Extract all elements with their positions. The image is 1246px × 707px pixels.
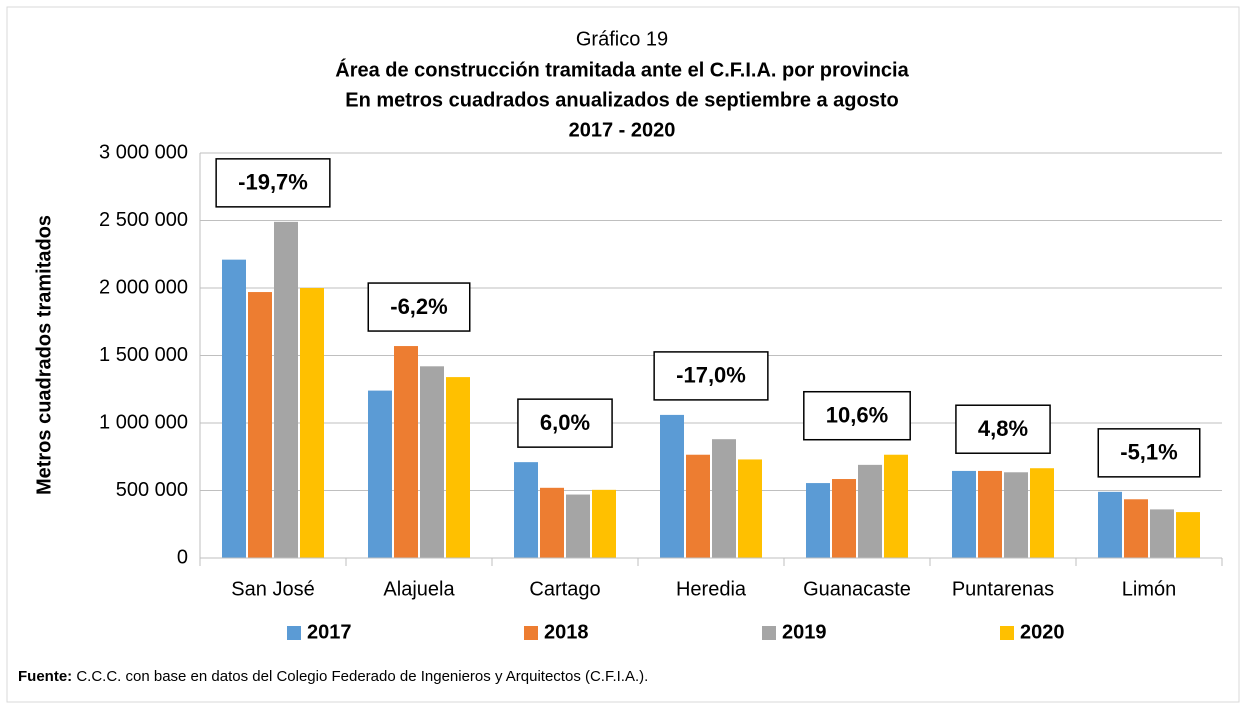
bar <box>884 454 908 558</box>
bar <box>1098 491 1122 558</box>
chart-subtitle: 2017 - 2020 <box>569 119 676 141</box>
bar <box>1176 512 1200 558</box>
annotation: -17,0% <box>676 363 746 388</box>
y-axis-label: Metros cuadrados tramitados <box>33 215 55 495</box>
legend-label: 2017 <box>307 621 352 643</box>
bar <box>274 221 298 558</box>
bar <box>446 377 470 558</box>
chart-subtitle: Área de construcción tramitada ante el C… <box>335 58 909 81</box>
x-tick-label: Cartago <box>529 578 600 600</box>
bar <box>832 479 856 558</box>
chart-frame <box>6 6 1240 703</box>
bar <box>712 439 736 558</box>
legend-swatch <box>762 626 776 640</box>
bar <box>222 259 246 558</box>
x-tick-label: Guanacaste <box>803 578 911 600</box>
legend-label: 2020 <box>1020 621 1065 643</box>
annotation: 6,0% <box>540 410 590 435</box>
annotation: 4,8% <box>978 416 1028 441</box>
y-tick-label: 1 000 000 <box>99 411 188 433</box>
bar <box>1150 509 1174 558</box>
annotation: -19,7% <box>238 170 308 195</box>
y-tick-label: 2 500 000 <box>99 209 188 231</box>
bar <box>952 470 976 558</box>
legend-swatch <box>524 626 538 640</box>
bar <box>420 366 444 558</box>
annotation: -6,2% <box>390 294 447 319</box>
y-tick-label: 500 000 <box>116 479 188 501</box>
annotation-box <box>803 390 911 441</box>
bar <box>300 288 324 558</box>
annotation-box <box>517 398 613 448</box>
annotation-box <box>955 404 1051 454</box>
x-tick-label: San José <box>231 578 314 600</box>
annotation: 10,6% <box>826 403 888 428</box>
legend-label: 2019 <box>782 621 827 643</box>
annotation-box <box>367 282 471 332</box>
bar <box>540 487 564 558</box>
bar <box>738 459 762 558</box>
annotation-box <box>653 351 769 401</box>
bar <box>592 489 616 558</box>
y-tick-label: 0 <box>177 546 188 568</box>
bar <box>248 292 272 558</box>
bar <box>806 483 830 558</box>
bar <box>394 346 418 558</box>
x-tick-label: Alajuela <box>383 578 455 600</box>
legend-swatch <box>287 626 301 640</box>
y-tick-label: 1 500 000 <box>99 344 188 366</box>
legend-label: 2018 <box>544 621 589 643</box>
y-tick-label: 2 000 000 <box>99 276 188 298</box>
legend-swatch <box>1000 626 1014 640</box>
source: Fuente: C.C.C. con base en datos del Col… <box>18 668 648 685</box>
bar <box>514 462 538 558</box>
bar <box>1124 499 1148 558</box>
bar <box>660 414 684 558</box>
bar <box>1004 472 1028 558</box>
x-tick-label: Puntarenas <box>952 578 1054 600</box>
annotation: -5,1% <box>1120 440 1177 465</box>
y-tick-label: 3 000 000 <box>99 141 188 163</box>
bar <box>686 454 710 558</box>
bar <box>1030 468 1054 558</box>
source-label: Fuente: <box>18 668 72 685</box>
bar <box>978 470 1002 558</box>
source-text: C.C.C. con base en datos del Colegio Fed… <box>76 668 648 685</box>
annotation-box <box>1097 428 1201 478</box>
annotation-box <box>215 158 331 208</box>
chart-title: Gráfico 19 <box>576 28 668 50</box>
bar <box>566 494 590 558</box>
chart-subtitle: En metros cuadrados anualizados de septi… <box>345 89 899 111</box>
x-tick-label: Heredia <box>676 578 747 600</box>
bar <box>858 464 882 558</box>
bar <box>368 390 392 558</box>
x-tick-label: Limón <box>1122 578 1176 600</box>
